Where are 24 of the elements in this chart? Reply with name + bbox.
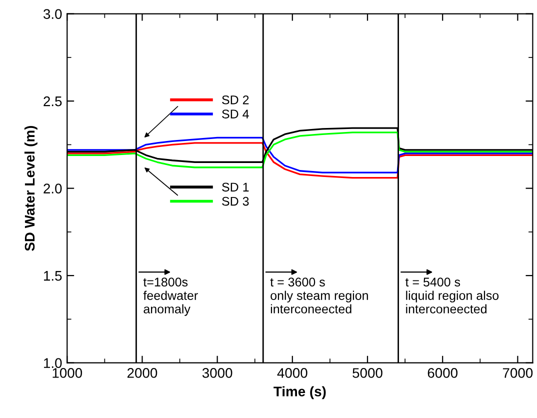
x-tick-label: 4000	[277, 368, 308, 378]
annotation: t=1800s feedwater anomaly	[143, 278, 198, 316]
y-tick-label: 3.0	[43, 9, 62, 19]
x-tick-label: 7000	[502, 368, 533, 378]
y-tick-label: 2.0	[44, 184, 62, 194]
y-tick-label: 1.5	[44, 271, 62, 281]
annotation: t = 3600 s only steam region interconeected	[270, 278, 368, 314]
line-series	[67, 142, 533, 179]
y-tick-label: 2.5	[44, 96, 62, 106]
line-series	[67, 136, 533, 174]
line-series	[67, 132, 533, 168]
y-tick-label: 1.0	[44, 358, 62, 368]
legend-label: SD 2	[222, 95, 249, 104]
legend-label: SD 4	[222, 110, 249, 118]
x-tick-label: 2000	[127, 368, 158, 378]
annotation: t = 5400 s liquid region also interconeected	[405, 278, 499, 314]
x-tick-label: 6000	[428, 368, 458, 378]
x-tick-label: 5000	[352, 368, 382, 378]
legend-label: SD 1	[222, 182, 249, 192]
x-tick-label: 3000	[202, 368, 232, 378]
legend-label: SD 3	[222, 196, 249, 206]
x-axis-title: Time (s)	[274, 386, 326, 400]
x-tick-label: 1000	[52, 368, 82, 378]
y-axis-title: SD Water Level (m)	[24, 126, 38, 251]
